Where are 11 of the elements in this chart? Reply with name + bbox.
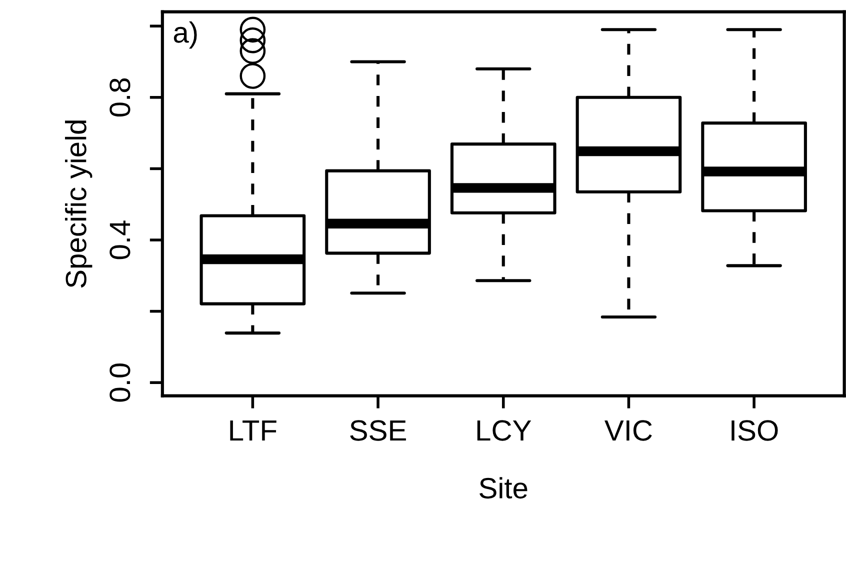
x-tick-label: LCY xyxy=(477,420,532,441)
x-tick-label: ISO xyxy=(732,420,778,441)
x-tick-label: LTF xyxy=(230,420,276,441)
x-tick-label: VIC xyxy=(604,420,652,441)
y-tick-label: 0.0 xyxy=(110,363,130,402)
y-tick-label: 0.8 xyxy=(110,78,130,117)
y-axis-title: Specific yield xyxy=(65,120,92,288)
x-tick-label: SSE xyxy=(350,420,406,441)
annotation: a) xyxy=(174,21,197,49)
x-axis-title: Site xyxy=(480,477,528,499)
y-tick-label: 0.4 xyxy=(110,220,130,260)
